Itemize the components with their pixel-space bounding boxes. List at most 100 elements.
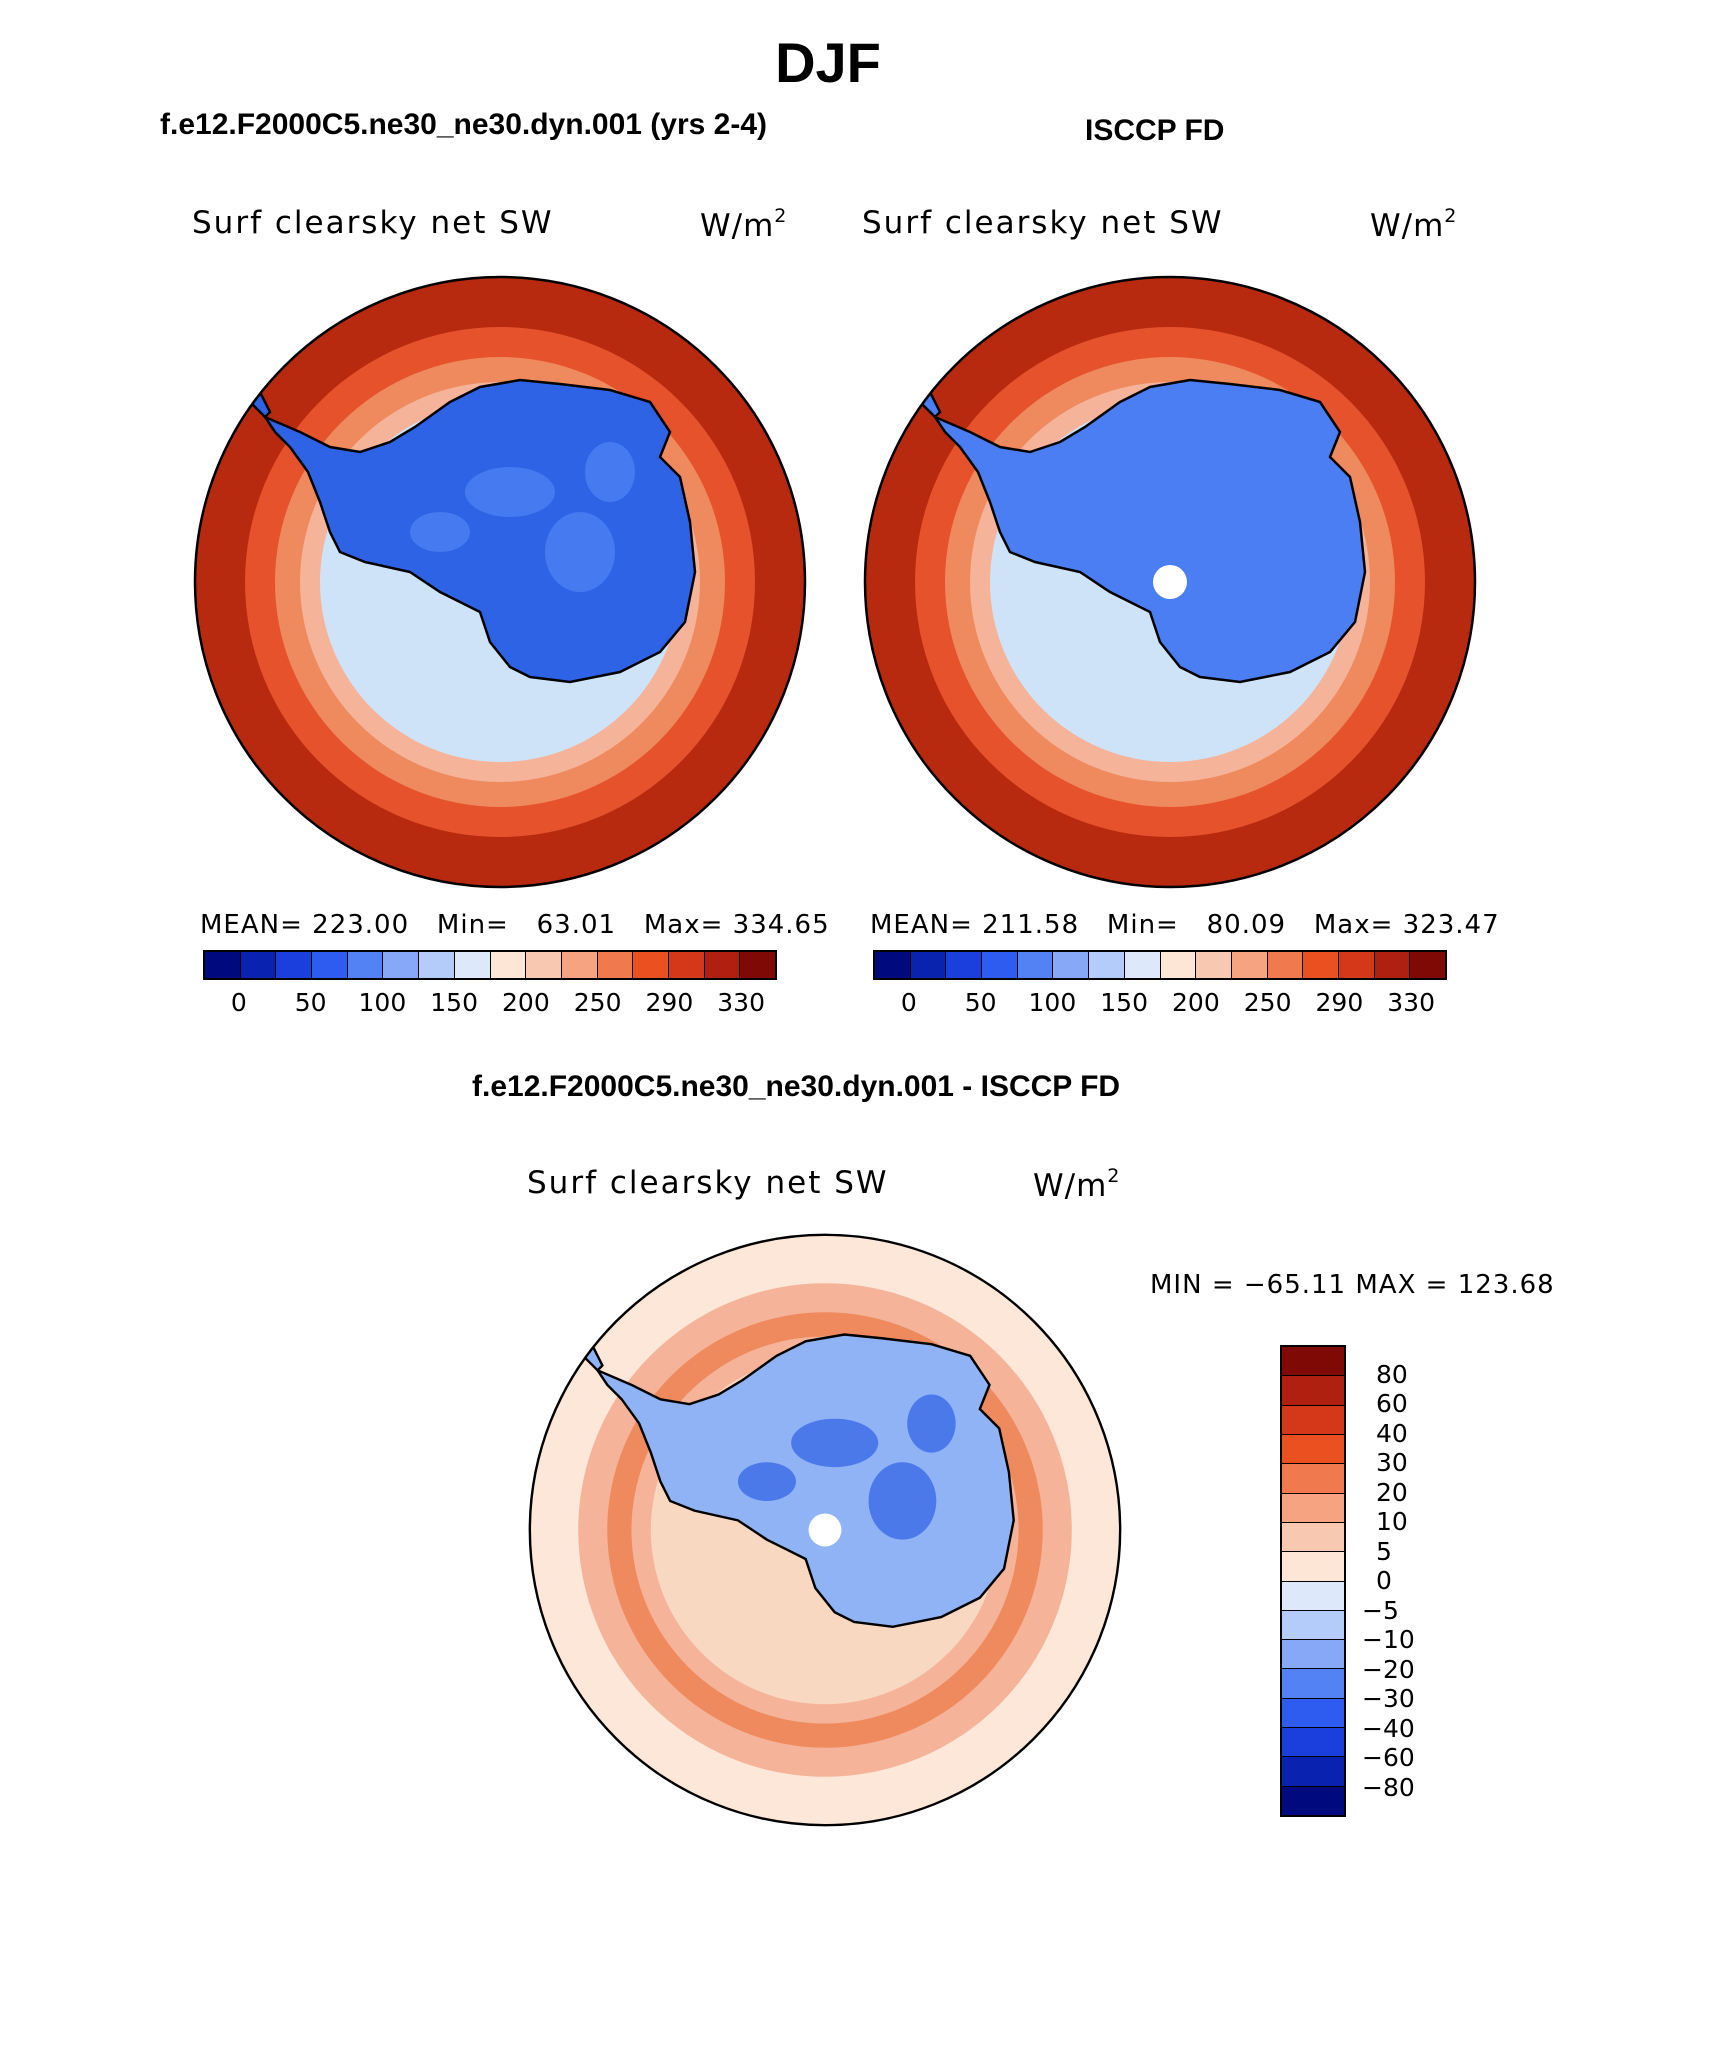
obs-units-label: W/m2	[1370, 205, 1457, 244]
colorbar-tick-label: 0	[230, 988, 247, 1017]
field-contour-patch	[907, 1394, 956, 1453]
colorbar-tick-label: 0	[1376, 1566, 1392, 1595]
model-variable-label: Surf clearsky net SW	[192, 205, 554, 241]
colorbar-tick-label: −10	[1362, 1625, 1415, 1654]
colorbar-swatch	[1282, 1405, 1344, 1435]
antarctica-landmass	[261, 378, 697, 684]
obs-colorbar-ticks: 0 50 100 150 200 250 290 330	[873, 980, 1447, 1020]
colorbar-tick-label: −40	[1362, 1713, 1415, 1743]
colorbar-tick-label: 330	[1387, 988, 1435, 1017]
model-stats: MEAN= 223.00 Min= 63.01 Max= 334.65	[200, 910, 830, 940]
colorbar-tick-label: 250	[573, 988, 622, 1017]
antarctica-landmass	[594, 1333, 1015, 1628]
model-case-title: f.e12.F2000C5.ne30_ne30.dyn.001 (yrs 2-4…	[160, 108, 768, 141]
field-contour-patch	[868, 1462, 937, 1540]
colorbar-tick-label: 50	[964, 988, 997, 1017]
colorbar-swatch	[597, 952, 634, 978]
colorbar-swatch	[419, 952, 455, 978]
colorbar-tick-label: 290	[645, 988, 694, 1017]
field-contour-patch	[1215, 512, 1285, 592]
colorbar-swatch	[1017, 952, 1054, 978]
obs-case-title: ISCCP FD	[1085, 114, 1225, 147]
model-map-field	[195, 277, 805, 887]
colorbar-tick-label: −80	[1362, 1772, 1415, 1802]
colorbar-swatch	[347, 952, 384, 978]
colorbar-swatch	[1282, 1640, 1344, 1670]
colorbar-tick-label: 60	[1376, 1389, 1408, 1418]
colorbar-swatch	[312, 952, 348, 978]
colorbar-swatch	[668, 952, 705, 978]
colorbar-swatch	[875, 952, 911, 978]
colorbar-swatch	[1282, 1464, 1344, 1494]
diff-polar-map	[528, 1233, 1122, 1827]
colorbar-tick-label: 100	[1028, 988, 1077, 1017]
model-units-label: W/m2	[700, 205, 787, 244]
colorbar-tick-label: 0	[900, 988, 917, 1017]
colorbar-swatch	[205, 952, 241, 978]
colorbar-tick-label: 20	[1376, 1477, 1408, 1507]
colorbar-swatch	[982, 952, 1018, 978]
colorbar-swatch	[1282, 1757, 1344, 1787]
colorbar-swatch	[526, 952, 562, 978]
colorbar-swatch	[561, 952, 598, 978]
colorbar-swatch	[946, 952, 983, 978]
colorbar-tick-label: −20	[1362, 1654, 1415, 1684]
obs-variable-label: Surf clearsky net SW	[862, 205, 1224, 241]
colorbar-swatch	[704, 952, 741, 978]
diff-case-title: f.e12.F2000C5.ne30_ne30.dyn.001 - ISCCP …	[472, 1070, 1121, 1103]
colorbar-swatch	[1282, 1522, 1344, 1553]
map-boundary	[193, 275, 807, 889]
obs-polar-map	[863, 275, 1477, 889]
colorbar-swatch	[1089, 952, 1125, 978]
diff-colorbar-swatches	[1280, 1345, 1346, 1817]
field-contour-patch	[1080, 512, 1140, 552]
colorbar-swatch	[1196, 952, 1232, 978]
colorbar-tick-label: −60	[1362, 1743, 1415, 1772]
colorbar-swatch	[1124, 952, 1161, 978]
obs-colorbar-swatches	[873, 950, 1447, 980]
field-contour-patch	[737, 1462, 796, 1501]
colorbar-swatch	[1282, 1434, 1344, 1465]
colorbar-swatch	[1267, 952, 1304, 978]
colorbar-swatch	[1053, 952, 1090, 978]
colorbar-swatch	[490, 952, 527, 978]
colorbar-swatch	[276, 952, 313, 978]
obs-map-field	[865, 277, 1475, 887]
field-contour-patch	[585, 442, 635, 502]
model-colorbar: 0 50 100 150 200 250 290 330	[203, 950, 777, 1020]
colorbar-tick-label: 50	[294, 988, 327, 1017]
model-colorbar-swatches	[203, 950, 777, 980]
colorbar-tick-label: 200	[1172, 988, 1220, 1017]
colorbar-tick-label: 150	[430, 988, 478, 1017]
colorbar-swatch	[1282, 1581, 1344, 1611]
obs-stats: MEAN= 211.58 Min= 80.09 Max= 323.47	[870, 910, 1500, 940]
colorbar-tick-label: −30	[1362, 1684, 1415, 1713]
colorbar-tick-label: 200	[502, 988, 550, 1017]
colorbar-tick-label: −5	[1362, 1595, 1399, 1625]
colorbar-swatch	[910, 952, 947, 978]
colorbar-tick-label: 10	[1376, 1507, 1408, 1536]
field-contour-patch	[791, 1418, 879, 1468]
colorbar-tick-label: 100	[358, 988, 407, 1017]
colorbar-tick-label: 250	[1243, 988, 1292, 1017]
colorbar-swatch	[1231, 952, 1268, 978]
model-colorbar-ticks: 0 50 100 150 200 250 290 330	[203, 980, 777, 1020]
colorbar-swatch	[1282, 1698, 1344, 1729]
colorbar-swatch	[1282, 1376, 1344, 1406]
diff-colorbar: 80 60 40 30 20 10 5 0 −5 −10 −20 −30 −40 −60 −80	[1280, 1345, 1420, 1817]
diff-units-label: W/m2	[1033, 1165, 1120, 1204]
map-boundary	[863, 275, 1477, 889]
field-contour-patch	[545, 512, 615, 592]
map-boundary	[528, 1233, 1122, 1827]
colorbar-swatch	[1282, 1610, 1344, 1641]
diff-stats: MIN = −65.11 MAX = 123.68	[1150, 1270, 1555, 1300]
field-contour-patch	[410, 512, 470, 552]
field-contour-patch	[1255, 442, 1305, 502]
colorbar-swatch	[1282, 1347, 1344, 1377]
field-contour-patch	[465, 467, 555, 517]
colorbar-swatch	[1160, 952, 1197, 978]
colorbar-swatch	[240, 952, 277, 978]
model-polar-map	[193, 275, 807, 889]
diff-map-field	[529, 1234, 1121, 1826]
colorbar-swatch	[740, 952, 775, 978]
